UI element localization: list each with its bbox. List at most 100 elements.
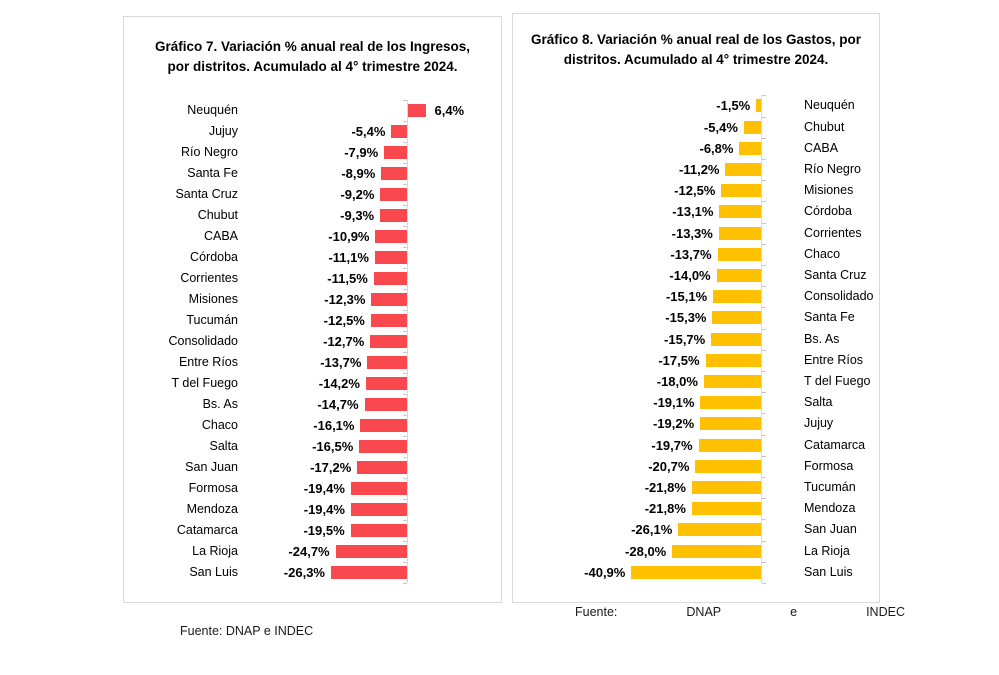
category-label: Jujuy — [804, 416, 834, 431]
category-label: Santa Fe — [804, 310, 855, 325]
chart-panel-ingresos: Gráfico 7. Variación % anual real de los… — [123, 16, 502, 603]
source-note-ingresos: Fuente: DNAP e INDEC — [180, 624, 314, 638]
chart-row: Entre Ríos -17,5% — [513, 350, 879, 371]
chart-row: Formosa -20,7% — [513, 456, 879, 477]
axis-tick — [762, 137, 766, 139]
chart-row: Corrientes -13,3% — [513, 223, 879, 244]
axis-tick — [762, 95, 766, 97]
value-label: -19,4% — [303, 501, 345, 517]
chart-row: CABA -10,9% — [124, 226, 501, 247]
category-label: Jujuy — [208, 123, 238, 138]
category-label: CABA — [203, 228, 238, 243]
axis-tick — [403, 246, 407, 248]
value-label: -5,4% — [351, 123, 386, 139]
category-label: San Luis — [804, 564, 853, 579]
category-label: Neuquén — [187, 102, 238, 117]
bar — [739, 141, 761, 155]
value-label: -19,7% — [651, 437, 693, 453]
value-label: -5,4% — [703, 119, 738, 135]
category-label: Santa Cruz — [175, 186, 238, 201]
axis-tick — [762, 243, 766, 245]
chart-row: Chubut -9,3% — [124, 205, 501, 226]
bar — [718, 226, 761, 240]
axis-tick — [403, 309, 407, 311]
bar — [691, 481, 761, 494]
axis-tick — [762, 434, 766, 436]
category-label: Córdoba — [804, 204, 852, 219]
chart-row: Consolidado -12,7% — [124, 331, 501, 352]
value-label: -19,1% — [653, 395, 695, 411]
axis-tick — [762, 371, 766, 372]
bar — [672, 544, 761, 558]
category-label: Entre Ríos — [804, 352, 864, 367]
bar — [711, 332, 761, 346]
axis-tick — [403, 225, 407, 227]
value-label: -26,3% — [283, 564, 325, 580]
value-label: -19,5% — [303, 522, 345, 538]
value-label: -14,2% — [318, 375, 360, 391]
category-label: Chubut — [197, 207, 238, 222]
axis-tick — [403, 141, 407, 143]
category-label: Chaco — [804, 246, 841, 261]
axis-tick — [403, 498, 407, 500]
category-label: Misiones — [804, 183, 854, 198]
category-label: Misiones — [188, 291, 238, 306]
axis-tick — [403, 162, 407, 164]
chart-row: Salta -16,5% — [124, 436, 501, 457]
value-label: -15,3% — [665, 310, 707, 326]
chart-row: Neuquén -1,5% — [513, 95, 879, 116]
chart-row: Santa Cruz -9,2% — [124, 184, 501, 205]
axis-tick — [762, 583, 766, 584]
chart-row: Salta -19,1% — [513, 392, 879, 413]
axis-tick — [403, 393, 407, 395]
axis-tick — [762, 349, 766, 351]
value-label: -7,9% — [344, 144, 379, 160]
category-label: Corrientes — [804, 225, 862, 240]
value-label: -12,3% — [324, 291, 366, 307]
chart-row: San Juan -17,2% — [124, 457, 501, 478]
bar — [350, 523, 407, 537]
category-label: Mendoza — [186, 501, 238, 516]
bar — [381, 166, 407, 180]
axis-tick — [403, 99, 407, 101]
axis-tick — [762, 116, 766, 118]
chart-panel-gastos: Gráfico 8. Variación % anual real de los… — [512, 13, 880, 603]
bar — [725, 163, 761, 176]
category-label: Mendoza — [804, 501, 856, 516]
bar — [703, 375, 761, 388]
source-word: DNAP — [686, 605, 722, 619]
axis-tick — [403, 204, 407, 206]
bar — [678, 523, 761, 537]
axis-tick — [762, 540, 766, 542]
bar — [373, 271, 407, 285]
bar — [712, 311, 761, 325]
chart-row: Bs. As -14,7% — [124, 394, 501, 415]
value-label: -11,5% — [327, 270, 368, 286]
value-label: -13,1% — [672, 204, 714, 220]
bar — [719, 205, 761, 219]
axis-tick — [762, 265, 766, 266]
bar — [408, 103, 427, 117]
category-label: Formosa — [804, 458, 854, 473]
axis-tick — [403, 351, 407, 353]
bar — [717, 247, 761, 261]
category-label: San Juan — [185, 459, 238, 474]
bar — [330, 565, 407, 579]
category-label: Formosa — [188, 480, 238, 495]
category-label: Córdoba — [190, 249, 238, 264]
value-label: -28,0% — [625, 543, 667, 559]
bar — [391, 124, 407, 138]
category-label: Consolidado — [804, 289, 874, 304]
axis-tick — [762, 180, 766, 182]
bar — [364, 397, 407, 411]
value-label: -21,8% — [644, 480, 686, 495]
bar — [756, 99, 761, 113]
axis-tick — [762, 159, 766, 160]
value-label: -11,1% — [328, 249, 369, 265]
axis-tick — [403, 330, 407, 332]
category-label: Corrientes — [180, 270, 238, 285]
bar — [371, 292, 407, 306]
category-label: Catamarca — [804, 437, 866, 452]
category-label: Catamarca — [176, 522, 238, 537]
category-label: La Rioja — [192, 543, 238, 558]
